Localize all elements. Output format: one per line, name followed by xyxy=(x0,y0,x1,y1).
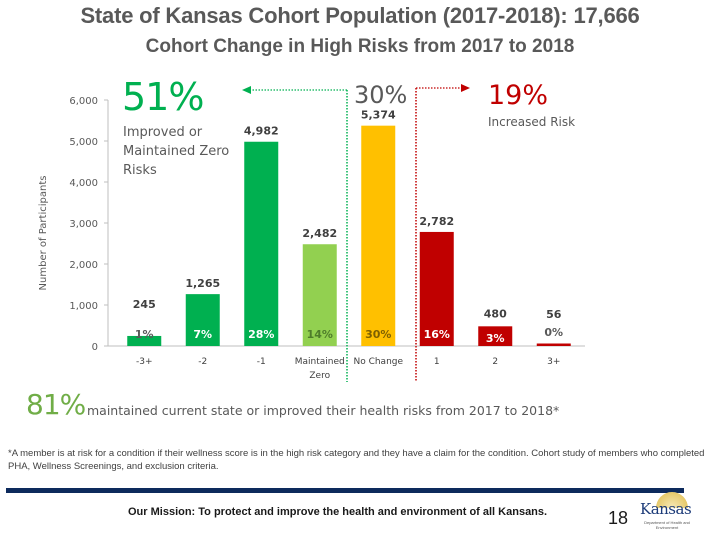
value-label: 56 xyxy=(546,308,562,321)
summary-text: maintained current state or improved the… xyxy=(87,403,560,418)
percent-label: 28% xyxy=(248,328,274,341)
logo-subtext: Department of Health and Environment xyxy=(644,520,690,530)
percent-label: 30% xyxy=(365,328,391,341)
x-tick-label: -1 xyxy=(257,357,266,367)
bar-chart: 0 1,000 2,000 3,000 4,000 5,000 6,000 Number of… xyxy=(38,75,585,382)
y-tick-label: 4,000 xyxy=(69,178,98,189)
y-tick-label: 0 xyxy=(92,342,98,353)
value-label: 5,374 xyxy=(361,109,396,122)
increased-percent: 19% xyxy=(488,80,548,111)
increased-label: Increased Risk xyxy=(488,115,575,129)
percent-label: 14% xyxy=(307,328,333,341)
value-label: 4,982 xyxy=(244,125,279,138)
value-label: 2,482 xyxy=(302,227,337,240)
kansas-logo: Kansas Department of Health and Environm… xyxy=(640,492,692,532)
x-tick-label: Zero xyxy=(309,371,330,381)
bar-5 xyxy=(361,125,396,346)
x-tick-label: -2 xyxy=(198,357,207,367)
x-tick-label: No Change xyxy=(353,357,403,367)
x-tick-label: 2 xyxy=(492,357,498,367)
arrow-right-icon xyxy=(461,84,470,92)
y-tick-label: 2,000 xyxy=(69,260,98,271)
percent-label: 7% xyxy=(193,328,212,341)
x-tick-label: 3+ xyxy=(547,357,560,367)
x-tick-label: 1 xyxy=(434,357,440,367)
footnote: *A member is at risk for a condition if … xyxy=(8,448,705,472)
improved-percent: 51% xyxy=(122,75,203,119)
bar-1 xyxy=(127,335,162,346)
footer-divider xyxy=(6,488,684,493)
y-tick-label: 1,000 xyxy=(69,301,98,312)
slide-subtitle: Cohort Change in High Risks from 2017 to… xyxy=(145,36,575,57)
bar-3 xyxy=(244,141,279,346)
value-label: 480 xyxy=(484,307,507,320)
value-label: 245 xyxy=(133,298,156,311)
improved-label: Improved or xyxy=(123,125,203,140)
y-tick-label: 5,000 xyxy=(69,137,98,148)
no-change-percent: 30% xyxy=(354,81,407,109)
value-label: 1,265 xyxy=(185,277,220,290)
bar-8 xyxy=(536,343,571,346)
percent-label: 3% xyxy=(486,332,505,345)
percent-label: 0% xyxy=(544,326,563,339)
bar-4 xyxy=(302,244,337,346)
logo-wordmark: Kansas xyxy=(640,500,692,518)
x-tick-label: -3+ xyxy=(136,357,153,367)
bar-6 xyxy=(419,231,454,346)
page-number: 18 xyxy=(608,508,629,528)
percent-label: 1% xyxy=(135,328,154,341)
y-axis-title: Number of Participants xyxy=(38,176,49,291)
improved-label: Risks xyxy=(123,163,157,178)
value-label: 2,782 xyxy=(419,215,454,228)
bar-2 xyxy=(185,294,220,346)
slide-title: State of Kansas Cohort Population (2017-… xyxy=(80,3,640,28)
sunflower-icon xyxy=(656,492,688,508)
arrow-left-icon xyxy=(242,86,251,94)
summary-percent: 81% xyxy=(26,388,86,421)
improved-label: Maintained Zero xyxy=(123,144,229,159)
mission-statement: Our Mission: To protect and improve the … xyxy=(128,506,548,518)
y-tick-label: 6,000 xyxy=(69,96,98,107)
x-tick-label: Maintained xyxy=(295,357,345,367)
y-tick-label: 3,000 xyxy=(69,219,98,230)
percent-label: 16% xyxy=(424,328,450,341)
bar-7 xyxy=(478,326,513,346)
